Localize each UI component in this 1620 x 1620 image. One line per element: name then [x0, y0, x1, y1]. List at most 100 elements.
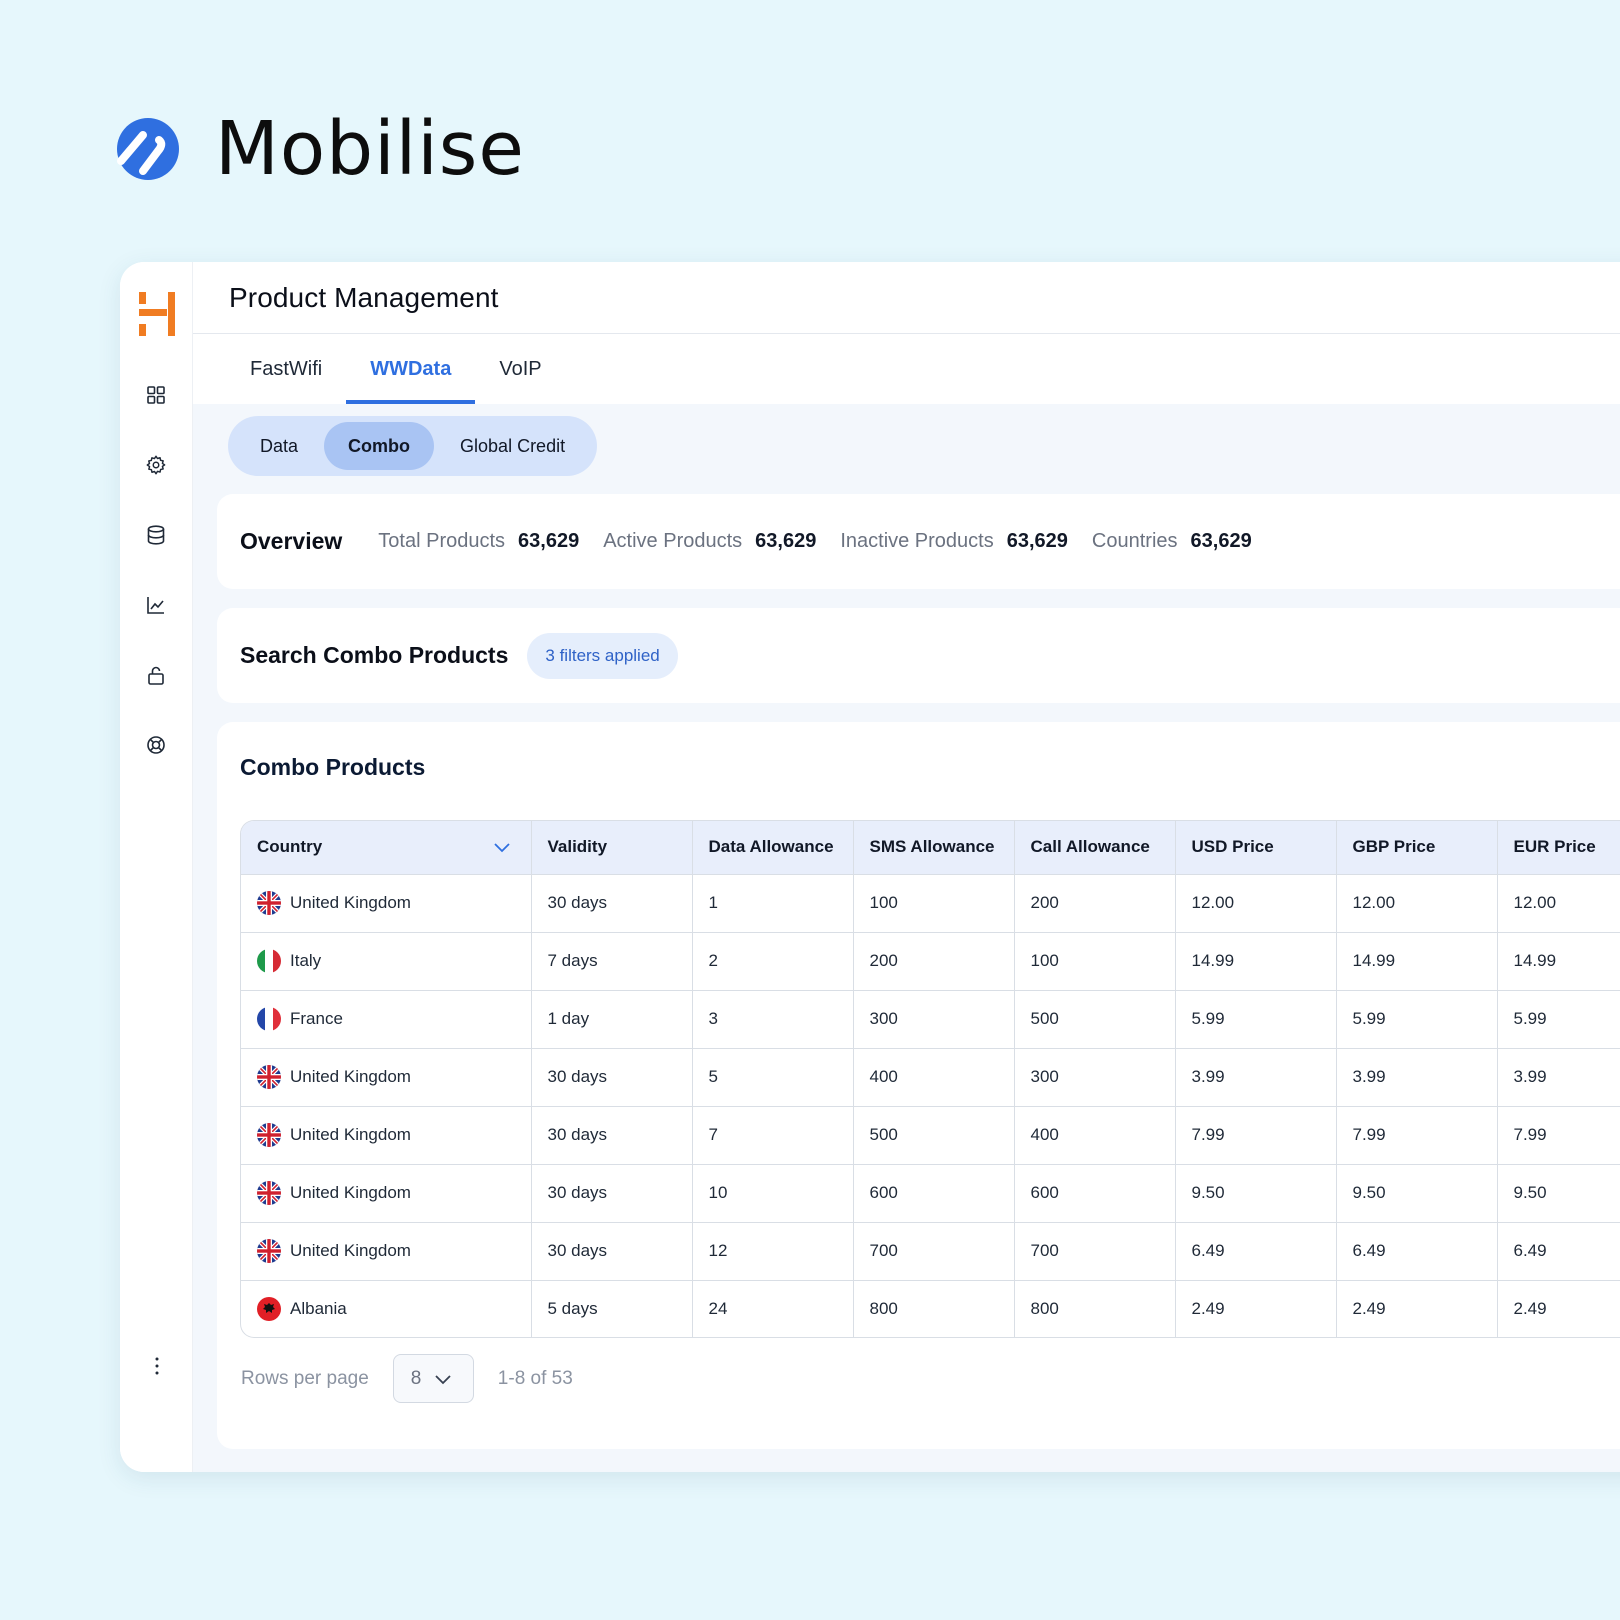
combo-products-card: Combo Products Country — [217, 722, 1620, 1449]
cell-validity: 30 days — [531, 1222, 693, 1281]
cell-gbp: 12.00 — [1336, 874, 1498, 933]
cell-usd: 9.50 — [1175, 1164, 1337, 1223]
stat-value: 63,629 — [1190, 530, 1252, 552]
cell-eur: 14.99 — [1497, 932, 1620, 991]
cell-data: 5 — [692, 1048, 854, 1107]
cell-call: 500 — [1014, 990, 1176, 1049]
stat-value: 63,629 — [518, 530, 580, 552]
cell-eur: 9.50 — [1497, 1164, 1620, 1223]
cell-sms: 200 — [853, 932, 1015, 991]
flag-uk-icon — [257, 891, 281, 915]
chevron-down-icon[interactable] — [493, 841, 511, 853]
cell-country: France — [241, 990, 532, 1049]
table-row[interactable]: Albania 5 days 24 800 800 2.49 2.49 2.49 — [241, 1280, 1620, 1337]
chevron-down-icon — [435, 1374, 452, 1384]
table-row[interactable]: Italy 7 days 2 200 100 14.99 14.99 14.99 — [241, 932, 1620, 991]
cell-sms: 400 — [853, 1048, 1015, 1107]
cell-sms: 700 — [853, 1222, 1015, 1281]
cell-call: 700 — [1014, 1222, 1176, 1281]
cell-eur: 3.99 — [1497, 1048, 1620, 1107]
table-row[interactable]: United Kingdom 30 days 10 600 600 9.50 9.50 9.5… — [241, 1164, 1620, 1223]
rows-per-page-select[interactable]: 8 — [392, 1354, 474, 1403]
country-name: United Kingdom — [290, 1125, 411, 1144]
flag-fr-icon — [257, 1007, 281, 1031]
column-header-label: Country — [257, 837, 323, 857]
cell-country: Italy — [241, 932, 532, 991]
segment-data[interactable]: Data — [260, 435, 299, 456]
cell-data: 24 — [692, 1280, 854, 1337]
cell-validity: 30 days — [531, 874, 693, 933]
column-header-validity[interactable]: Validity — [531, 821, 693, 875]
column-header-call-allowance[interactable]: Call Allowance — [1014, 821, 1176, 875]
chart-icon[interactable] — [143, 592, 169, 618]
app-logo[interactable] — [139, 292, 175, 336]
column-header-country[interactable]: Country — [241, 821, 532, 875]
main-content: Product Management FastWifi WWData VoIP … — [193, 262, 1620, 1472]
more-vertical-icon[interactable] — [151, 1354, 163, 1378]
cell-data: 12 — [692, 1222, 854, 1281]
table-row[interactable]: United Kingdom 30 days 12 700 700 6.49 6.49 6.4… — [241, 1222, 1620, 1281]
rows-per-page-value: 8 — [410, 1367, 422, 1389]
column-header-gbp-price[interactable]: GBP Price — [1336, 821, 1498, 875]
cell-call: 100 — [1014, 932, 1176, 991]
stat-active-products: Active Products 63,629 — [603, 530, 816, 553]
cell-validity: 30 days — [531, 1164, 693, 1223]
cell-eur: 2.49 — [1497, 1280, 1620, 1337]
segment-combo[interactable]: Combo — [324, 422, 435, 470]
country-name: France — [290, 1009, 343, 1028]
column-header-sms-allowance[interactable]: SMS Allowance — [853, 821, 1015, 875]
cell-sms: 800 — [853, 1280, 1015, 1337]
country-name: United Kingdom — [290, 1183, 411, 1202]
cell-usd: 14.99 — [1175, 932, 1337, 991]
lifebuoy-icon[interactable] — [143, 732, 169, 758]
tab-wwdata[interactable]: WWData — [346, 334, 476, 404]
topbar: Product Management — [193, 262, 1620, 334]
cell-gbp: 3.99 — [1336, 1048, 1498, 1107]
tab-voip[interactable]: VoIP — [499, 357, 542, 380]
country-name: Albania — [290, 1299, 347, 1319]
table-row[interactable]: France 1 day 3 300 500 5.99 5.99 5.99 — [241, 990, 1620, 1049]
column-header-usd-price[interactable]: USD Price — [1175, 821, 1337, 875]
cell-validity: 1 day — [531, 990, 693, 1049]
cell-sms: 600 — [853, 1164, 1015, 1223]
cell-sms: 300 — [853, 990, 1015, 1049]
overview-title: Overview — [240, 528, 343, 554]
cell-call: 300 — [1014, 1048, 1176, 1107]
table-row[interactable]: United Kingdom 30 days 5 400 300 3.99 3.99 3.99 — [241, 1048, 1620, 1107]
cell-data: 2 — [692, 932, 854, 991]
stat-label: Active Products — [603, 530, 743, 552]
filters-applied-chip[interactable]: 3 filters applied — [527, 632, 678, 679]
cell-eur: 6.49 — [1497, 1222, 1620, 1281]
page-title: Product Management — [229, 281, 499, 313]
table-row[interactable]: United Kingdom 30 days 1 100 200 12.00 12.00 12… — [241, 874, 1620, 933]
cell-usd: 3.99 — [1175, 1048, 1337, 1107]
flag-al-icon — [257, 1297, 281, 1322]
cell-gbp: 5.99 — [1336, 990, 1498, 1049]
flag-uk-icon — [257, 1065, 281, 1089]
brand: Mobilise — [117, 112, 525, 186]
cell-gbp: 2.49 — [1336, 1280, 1498, 1337]
cell-country: United Kingdom — [241, 1164, 532, 1223]
grid-icon[interactable] — [143, 382, 169, 408]
overview-card: Overview Total Products 63,629 Active Pr… — [217, 494, 1620, 589]
cell-call: 400 — [1014, 1106, 1176, 1165]
search-card: Search Combo Products 3 filters applied — [217, 608, 1620, 703]
brand-name: Mobilise — [215, 106, 525, 192]
column-header-eur-price[interactable]: EUR Price — [1497, 821, 1620, 875]
cell-gbp: 14.99 — [1336, 932, 1498, 991]
lock-icon[interactable] — [143, 662, 169, 688]
cell-sms: 100 — [853, 874, 1015, 933]
database-icon[interactable] — [143, 522, 169, 548]
cell-data: 1 — [692, 874, 854, 933]
flag-uk-icon — [257, 1239, 281, 1263]
cell-usd: 12.00 — [1175, 874, 1337, 933]
cell-validity: 30 days — [531, 1048, 693, 1107]
product-type-segment: Data Combo Global Credit — [228, 416, 598, 476]
table-row[interactable]: United Kingdom 30 days 7 500 400 7.99 7.99 7.99 — [241, 1106, 1620, 1165]
column-header-data-allowance[interactable]: Data Allowance — [692, 821, 854, 875]
gear-icon[interactable] — [143, 452, 169, 478]
tab-fastwifi[interactable]: FastWifi — [250, 357, 323, 380]
segment-global-credit[interactable]: Global Credit — [460, 435, 566, 456]
cell-usd: 6.49 — [1175, 1222, 1337, 1281]
flag-uk-icon — [257, 1123, 281, 1147]
